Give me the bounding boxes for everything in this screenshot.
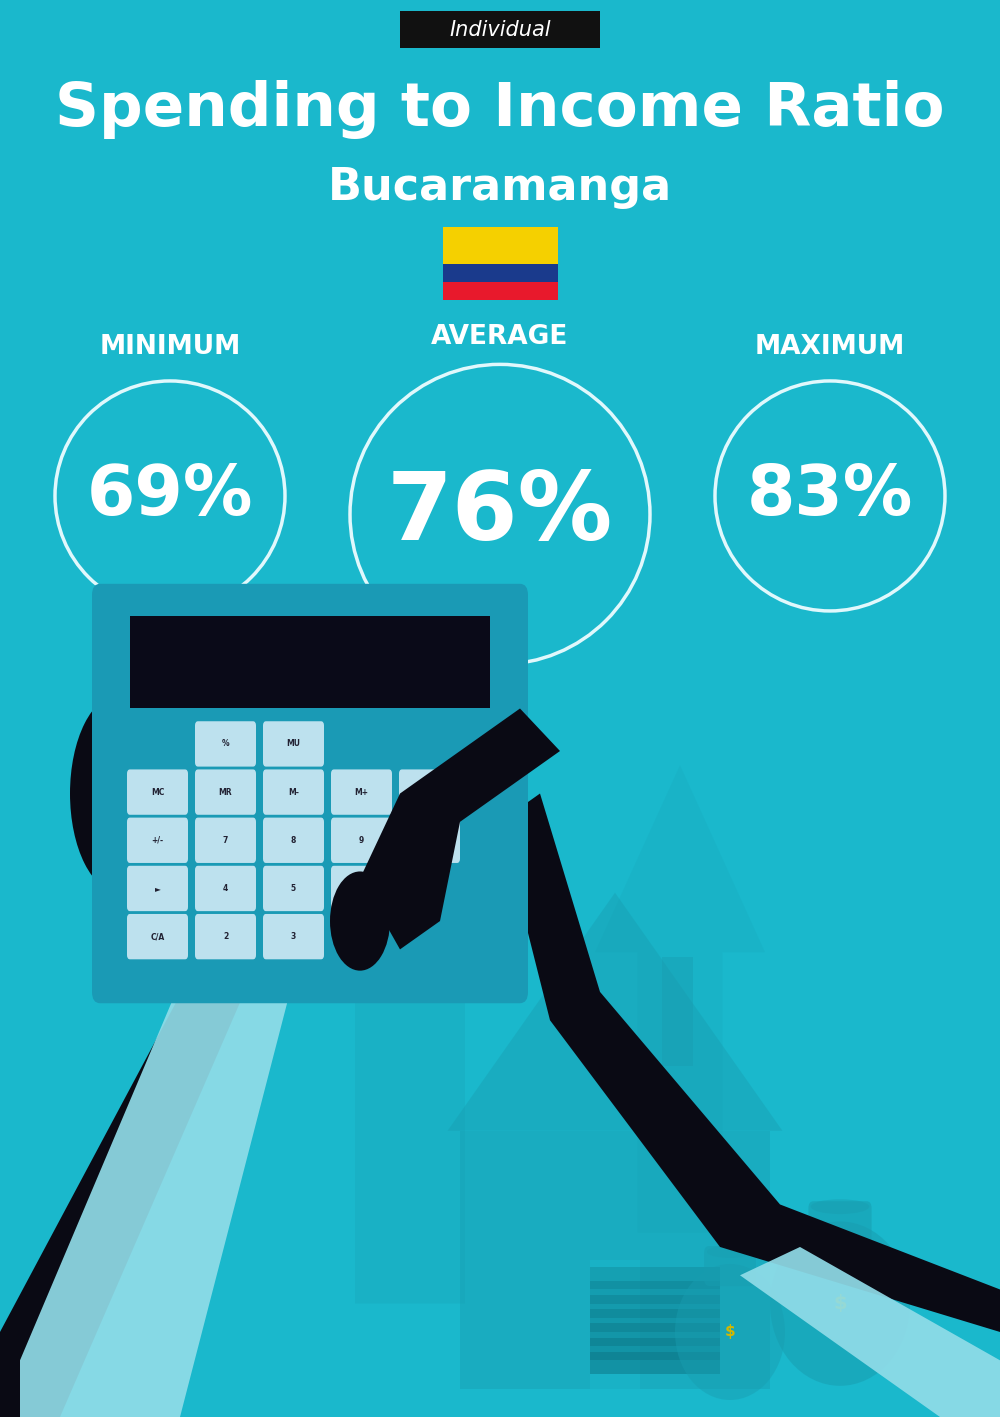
- FancyBboxPatch shape: [662, 958, 692, 1066]
- Polygon shape: [300, 708, 520, 1304]
- FancyBboxPatch shape: [590, 1323, 720, 1346]
- FancyBboxPatch shape: [263, 721, 324, 767]
- Text: Individual: Individual: [449, 20, 551, 40]
- FancyBboxPatch shape: [195, 866, 256, 911]
- Text: 7: 7: [223, 836, 228, 845]
- FancyBboxPatch shape: [331, 818, 392, 863]
- Ellipse shape: [770, 1221, 910, 1386]
- Polygon shape: [20, 935, 290, 1417]
- FancyBboxPatch shape: [590, 1260, 640, 1389]
- Ellipse shape: [811, 1199, 869, 1214]
- Ellipse shape: [675, 1264, 785, 1400]
- Text: MAXIMUM: MAXIMUM: [755, 334, 905, 360]
- FancyBboxPatch shape: [92, 584, 528, 1003]
- FancyBboxPatch shape: [399, 769, 460, 815]
- Text: Spending to Income Ratio: Spending to Income Ratio: [55, 79, 945, 139]
- Polygon shape: [0, 708, 440, 1417]
- FancyBboxPatch shape: [590, 1295, 720, 1318]
- Polygon shape: [500, 794, 1000, 1417]
- FancyBboxPatch shape: [130, 616, 490, 708]
- FancyBboxPatch shape: [127, 769, 188, 815]
- Polygon shape: [595, 765, 765, 1233]
- Text: MU: MU: [287, 740, 301, 748]
- FancyBboxPatch shape: [442, 264, 558, 282]
- FancyBboxPatch shape: [195, 721, 256, 767]
- FancyBboxPatch shape: [590, 1267, 720, 1289]
- Text: :: :: [428, 788, 431, 796]
- FancyBboxPatch shape: [704, 1246, 756, 1287]
- FancyBboxPatch shape: [195, 769, 256, 815]
- Text: 76%: 76%: [387, 469, 613, 560]
- FancyBboxPatch shape: [590, 1309, 720, 1332]
- Text: $: $: [833, 1294, 847, 1314]
- Text: Bucaramanga: Bucaramanga: [328, 166, 672, 208]
- Ellipse shape: [707, 1246, 753, 1258]
- FancyBboxPatch shape: [331, 769, 392, 815]
- FancyBboxPatch shape: [590, 1338, 720, 1360]
- FancyBboxPatch shape: [460, 1131, 770, 1389]
- Polygon shape: [740, 1247, 1000, 1417]
- FancyBboxPatch shape: [263, 818, 324, 863]
- FancyBboxPatch shape: [590, 1352, 720, 1374]
- Text: -: -: [360, 884, 363, 893]
- FancyBboxPatch shape: [263, 914, 324, 959]
- FancyBboxPatch shape: [442, 282, 558, 300]
- Text: C/A: C/A: [150, 932, 165, 941]
- Text: x: x: [427, 836, 432, 845]
- Polygon shape: [360, 708, 560, 949]
- Text: M+: M+: [355, 788, 369, 796]
- Text: MC: MC: [151, 788, 164, 796]
- Ellipse shape: [70, 694, 170, 893]
- FancyBboxPatch shape: [195, 914, 256, 959]
- Ellipse shape: [330, 871, 390, 971]
- Text: 4: 4: [223, 884, 228, 893]
- Polygon shape: [448, 893, 782, 1131]
- Text: M-: M-: [288, 788, 299, 796]
- Text: 8: 8: [291, 836, 296, 845]
- FancyBboxPatch shape: [127, 818, 188, 863]
- Text: AVERAGE: AVERAGE: [431, 324, 569, 350]
- Text: 9: 9: [359, 836, 364, 845]
- Text: $: $: [725, 1325, 735, 1339]
- FancyBboxPatch shape: [195, 818, 256, 863]
- Text: %: %: [222, 740, 229, 748]
- FancyBboxPatch shape: [400, 11, 600, 48]
- Text: +/-: +/-: [151, 836, 164, 845]
- Text: MINIMUM: MINIMUM: [99, 334, 241, 360]
- Text: 2: 2: [223, 932, 228, 941]
- Text: 5: 5: [291, 884, 296, 893]
- FancyBboxPatch shape: [263, 866, 324, 911]
- Text: ►: ►: [155, 884, 160, 893]
- FancyBboxPatch shape: [263, 769, 324, 815]
- Text: MR: MR: [219, 788, 232, 796]
- Text: 69%: 69%: [87, 462, 253, 530]
- FancyBboxPatch shape: [442, 227, 558, 264]
- FancyBboxPatch shape: [590, 1281, 720, 1304]
- FancyBboxPatch shape: [808, 1202, 872, 1247]
- Text: 3: 3: [291, 932, 296, 941]
- Text: 83%: 83%: [747, 462, 913, 530]
- FancyBboxPatch shape: [127, 866, 188, 911]
- FancyBboxPatch shape: [127, 914, 188, 959]
- FancyBboxPatch shape: [399, 818, 460, 863]
- Ellipse shape: [159, 608, 241, 752]
- FancyBboxPatch shape: [331, 866, 392, 911]
